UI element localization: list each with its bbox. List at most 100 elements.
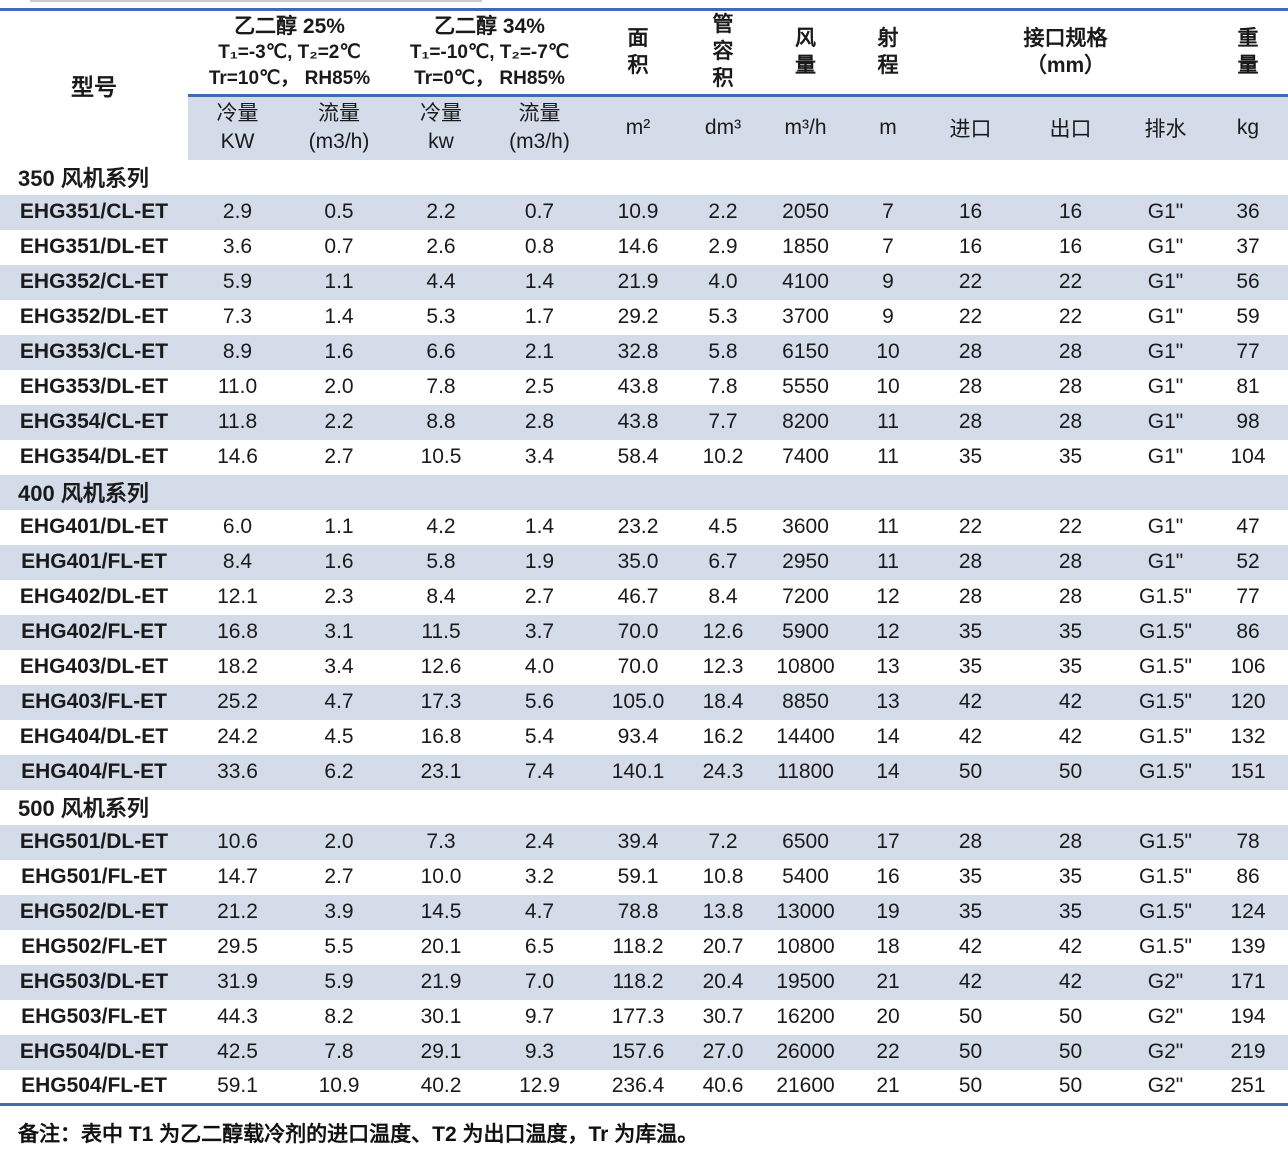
value-cell: 29.1 — [420, 1040, 462, 1063]
value-cell: 50 — [1058, 1040, 1083, 1063]
value-cell: 4.0 — [708, 270, 738, 293]
value-cell: 23.1 — [420, 760, 462, 783]
connection-title: 接口规格 — [1023, 27, 1108, 51]
value-cell: G2" — [1147, 1074, 1184, 1098]
value-cell: 1.4 — [524, 515, 555, 538]
value-cell: 3.1 — [324, 620, 354, 643]
unit-flow-25: 流量 (m3/h) — [287, 94, 391, 160]
value-cell: 9 — [882, 305, 894, 328]
value-cell: 52 — [1236, 550, 1260, 573]
table-row: EHG403/FL-ET 25.2 4.7 17.3 5.6 105.0 18.4 8850 1… — [0, 684, 1288, 720]
value-cell: 20.4 — [702, 970, 744, 993]
value-cell: 251 — [1230, 1074, 1266, 1098]
value-cell: 8.4 — [222, 550, 253, 573]
table-row: EHG353/DL-ET 11.0 2.0 7.8 2.5 43.8 7.8 5550 10 28… — [0, 369, 1288, 405]
model-cell: EHG402/FL-ET — [21, 620, 167, 643]
model-cell: EHG403/DL-ET — [19, 655, 169, 678]
value-cell: 44.3 — [217, 1005, 258, 1028]
value-cell: 28 — [1058, 410, 1083, 433]
value-cell: 12.1 — [217, 585, 258, 608]
value-cell: 50 — [1058, 1005, 1083, 1028]
value-cell: 42.5 — [217, 1040, 258, 1063]
model-cell: EHG501/DL-ET — [19, 830, 169, 853]
value-cell: 43.8 — [617, 410, 659, 433]
col-header-weight: 重量 — [1208, 9, 1288, 96]
value-cell: 23.2 — [617, 515, 659, 538]
glycol34-conditions: Tr=0℃， RH85% — [414, 67, 565, 89]
value-cell: 1.6 — [324, 340, 354, 363]
value-cell: 1.4 — [324, 305, 354, 328]
model-cell: EHG403/FL-ET — [21, 690, 167, 713]
value-cell: 42 — [958, 690, 983, 713]
value-cell: G1.5" — [1139, 620, 1192, 643]
value-cell: 4.5 — [708, 515, 738, 538]
value-cell: 30.7 — [702, 1005, 744, 1028]
value-cell: 28 — [1058, 340, 1083, 363]
value-cell: 118.2 — [612, 935, 664, 958]
value-cell: 7.4 — [524, 760, 555, 783]
value-cell: 14.5 — [420, 900, 462, 923]
value-cell: 236.4 — [611, 1074, 665, 1098]
value-cell: 5.8 — [708, 340, 738, 363]
section-label: 400 风机系列 — [18, 481, 149, 506]
value-cell: 35 — [958, 900, 983, 923]
value-cell: 21.9 — [617, 270, 659, 293]
spec-table: 型号 乙二醇 25% T₁=-3℃, T₂=2℃ Tr=10℃， RH85% 乙… — [0, 8, 1288, 1106]
table-row: EHG354/DL-ET 14.6 2.7 10.5 3.4 58.4 10.2 7400 11… — [0, 439, 1288, 475]
value-cell: 3.4 — [324, 655, 354, 678]
value-cell: 12.6 — [702, 620, 744, 643]
value-cell: 3.7 — [524, 620, 555, 643]
value-cell: 19 — [876, 900, 900, 923]
table-row: EHG402/DL-ET 12.1 2.3 8.4 2.7 46.7 8.4 7200 12 28… — [0, 579, 1288, 615]
value-cell: 40.2 — [420, 1074, 462, 1098]
value-cell: 16200 — [776, 1005, 835, 1028]
value-cell: 5550 — [782, 375, 829, 398]
value-cell: 28 — [1058, 830, 1083, 853]
header-units-row: 冷量 KW 流量 (m3/h) 冷量 kw 流量 (m3/h) m² dm³ m… — [0, 94, 1288, 160]
value-cell: 3.9 — [324, 900, 354, 923]
value-cell: 7.8 — [426, 375, 456, 398]
value-cell: 16.2 — [702, 725, 744, 748]
value-cell: 12.3 — [702, 655, 744, 678]
value-cell: G1.5" — [1139, 935, 1192, 958]
footnote: 备注：表中 T1 为乙二醇载冷剂的进口温度、T2 为出口温度，Tr 为库温。 — [18, 1123, 699, 1146]
unit-cooling-25: 冷量 KW — [188, 94, 287, 160]
value-cell: 50 — [958, 760, 983, 783]
value-cell: 10.5 — [420, 445, 462, 468]
value-cell: G1.5" — [1139, 655, 1192, 678]
value-cell: 59 — [1236, 305, 1260, 328]
value-cell: 157.6 — [611, 1040, 665, 1063]
value-cell: 70.0 — [617, 620, 659, 643]
value-cell: 42 — [1058, 970, 1083, 993]
value-cell: 47 — [1236, 515, 1260, 538]
value-cell: 7.7 — [708, 410, 738, 433]
value-cell: G1" — [1147, 305, 1184, 328]
value-cell: G1.5" — [1139, 760, 1192, 783]
value-cell: 10.6 — [217, 830, 258, 853]
value-cell: 22 — [1058, 515, 1083, 538]
model-cell: EHG352/DL-ET — [19, 305, 169, 328]
value-cell: 10800 — [776, 935, 835, 958]
value-cell: G1" — [1147, 445, 1184, 468]
value-cell: 35.0 — [617, 550, 659, 573]
value-cell: 5.3 — [426, 305, 456, 328]
value-cell: 6.0 — [222, 515, 253, 538]
value-cell: 14.6 — [617, 235, 659, 258]
table-row: EHG353/CL-ET 8.9 1.6 6.6 2.1 32.8 5.8 6150 10 28 2… — [0, 334, 1288, 370]
value-cell: 1.9 — [524, 550, 555, 573]
value-cell: 7.3 — [222, 305, 253, 328]
value-cell: 7.8 — [324, 1040, 354, 1063]
value-cell: 22 — [876, 1040, 900, 1063]
value-cell: 33.6 — [217, 760, 258, 783]
table-row: EHG402/FL-ET 16.8 3.1 11.5 3.7 70.0 12.6 5900 12… — [0, 614, 1288, 650]
value-cell: 21.9 — [420, 970, 462, 993]
value-cell: 50 — [958, 1074, 983, 1098]
model-cell: EHG353/CL-ET — [19, 340, 169, 363]
value-cell: 16 — [1058, 200, 1083, 223]
table-row: EHG401/FL-ET 8.4 1.6 5.8 1.9 35.0 6.7 2950 11 28 2… — [0, 544, 1288, 580]
value-cell: 20.1 — [420, 935, 462, 958]
value-cell: 24.3 — [702, 760, 744, 783]
model-cell: EHG401/DL-ET — [19, 515, 169, 538]
value-cell: 12 — [876, 620, 900, 643]
value-cell: 10 — [876, 375, 900, 398]
